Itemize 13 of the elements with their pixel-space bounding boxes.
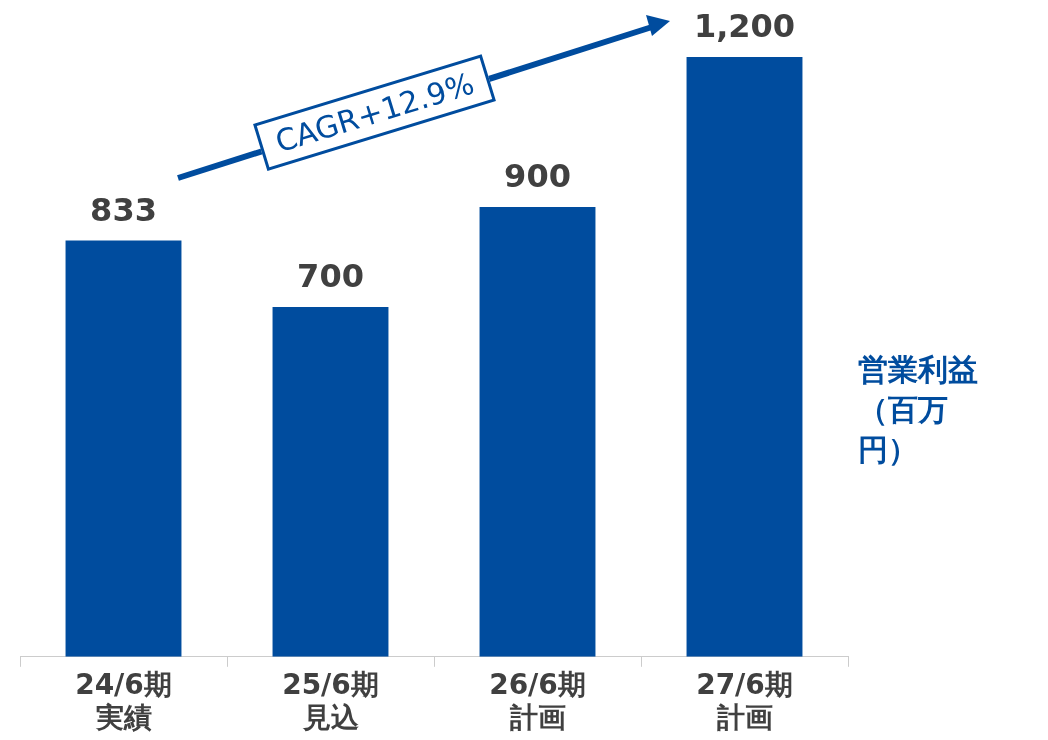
bar [65, 240, 182, 657]
x-tick-label: 24/6期実績 [75, 667, 172, 735]
data-label: 833 [90, 190, 157, 229]
data-label: 900 [504, 157, 571, 196]
x-tick-label: 25/6期見込 [282, 667, 379, 735]
bar [479, 206, 596, 657]
y-axis-title: 営業利益（百万円） [858, 351, 979, 469]
data-label: 700 [297, 257, 364, 296]
data-label: 1,200 [693, 7, 796, 46]
x-tick-label: 26/6期計画 [489, 667, 586, 735]
bar [272, 306, 389, 657]
bar [686, 57, 803, 657]
x-tick-label: 27/6期計画 [696, 667, 793, 735]
